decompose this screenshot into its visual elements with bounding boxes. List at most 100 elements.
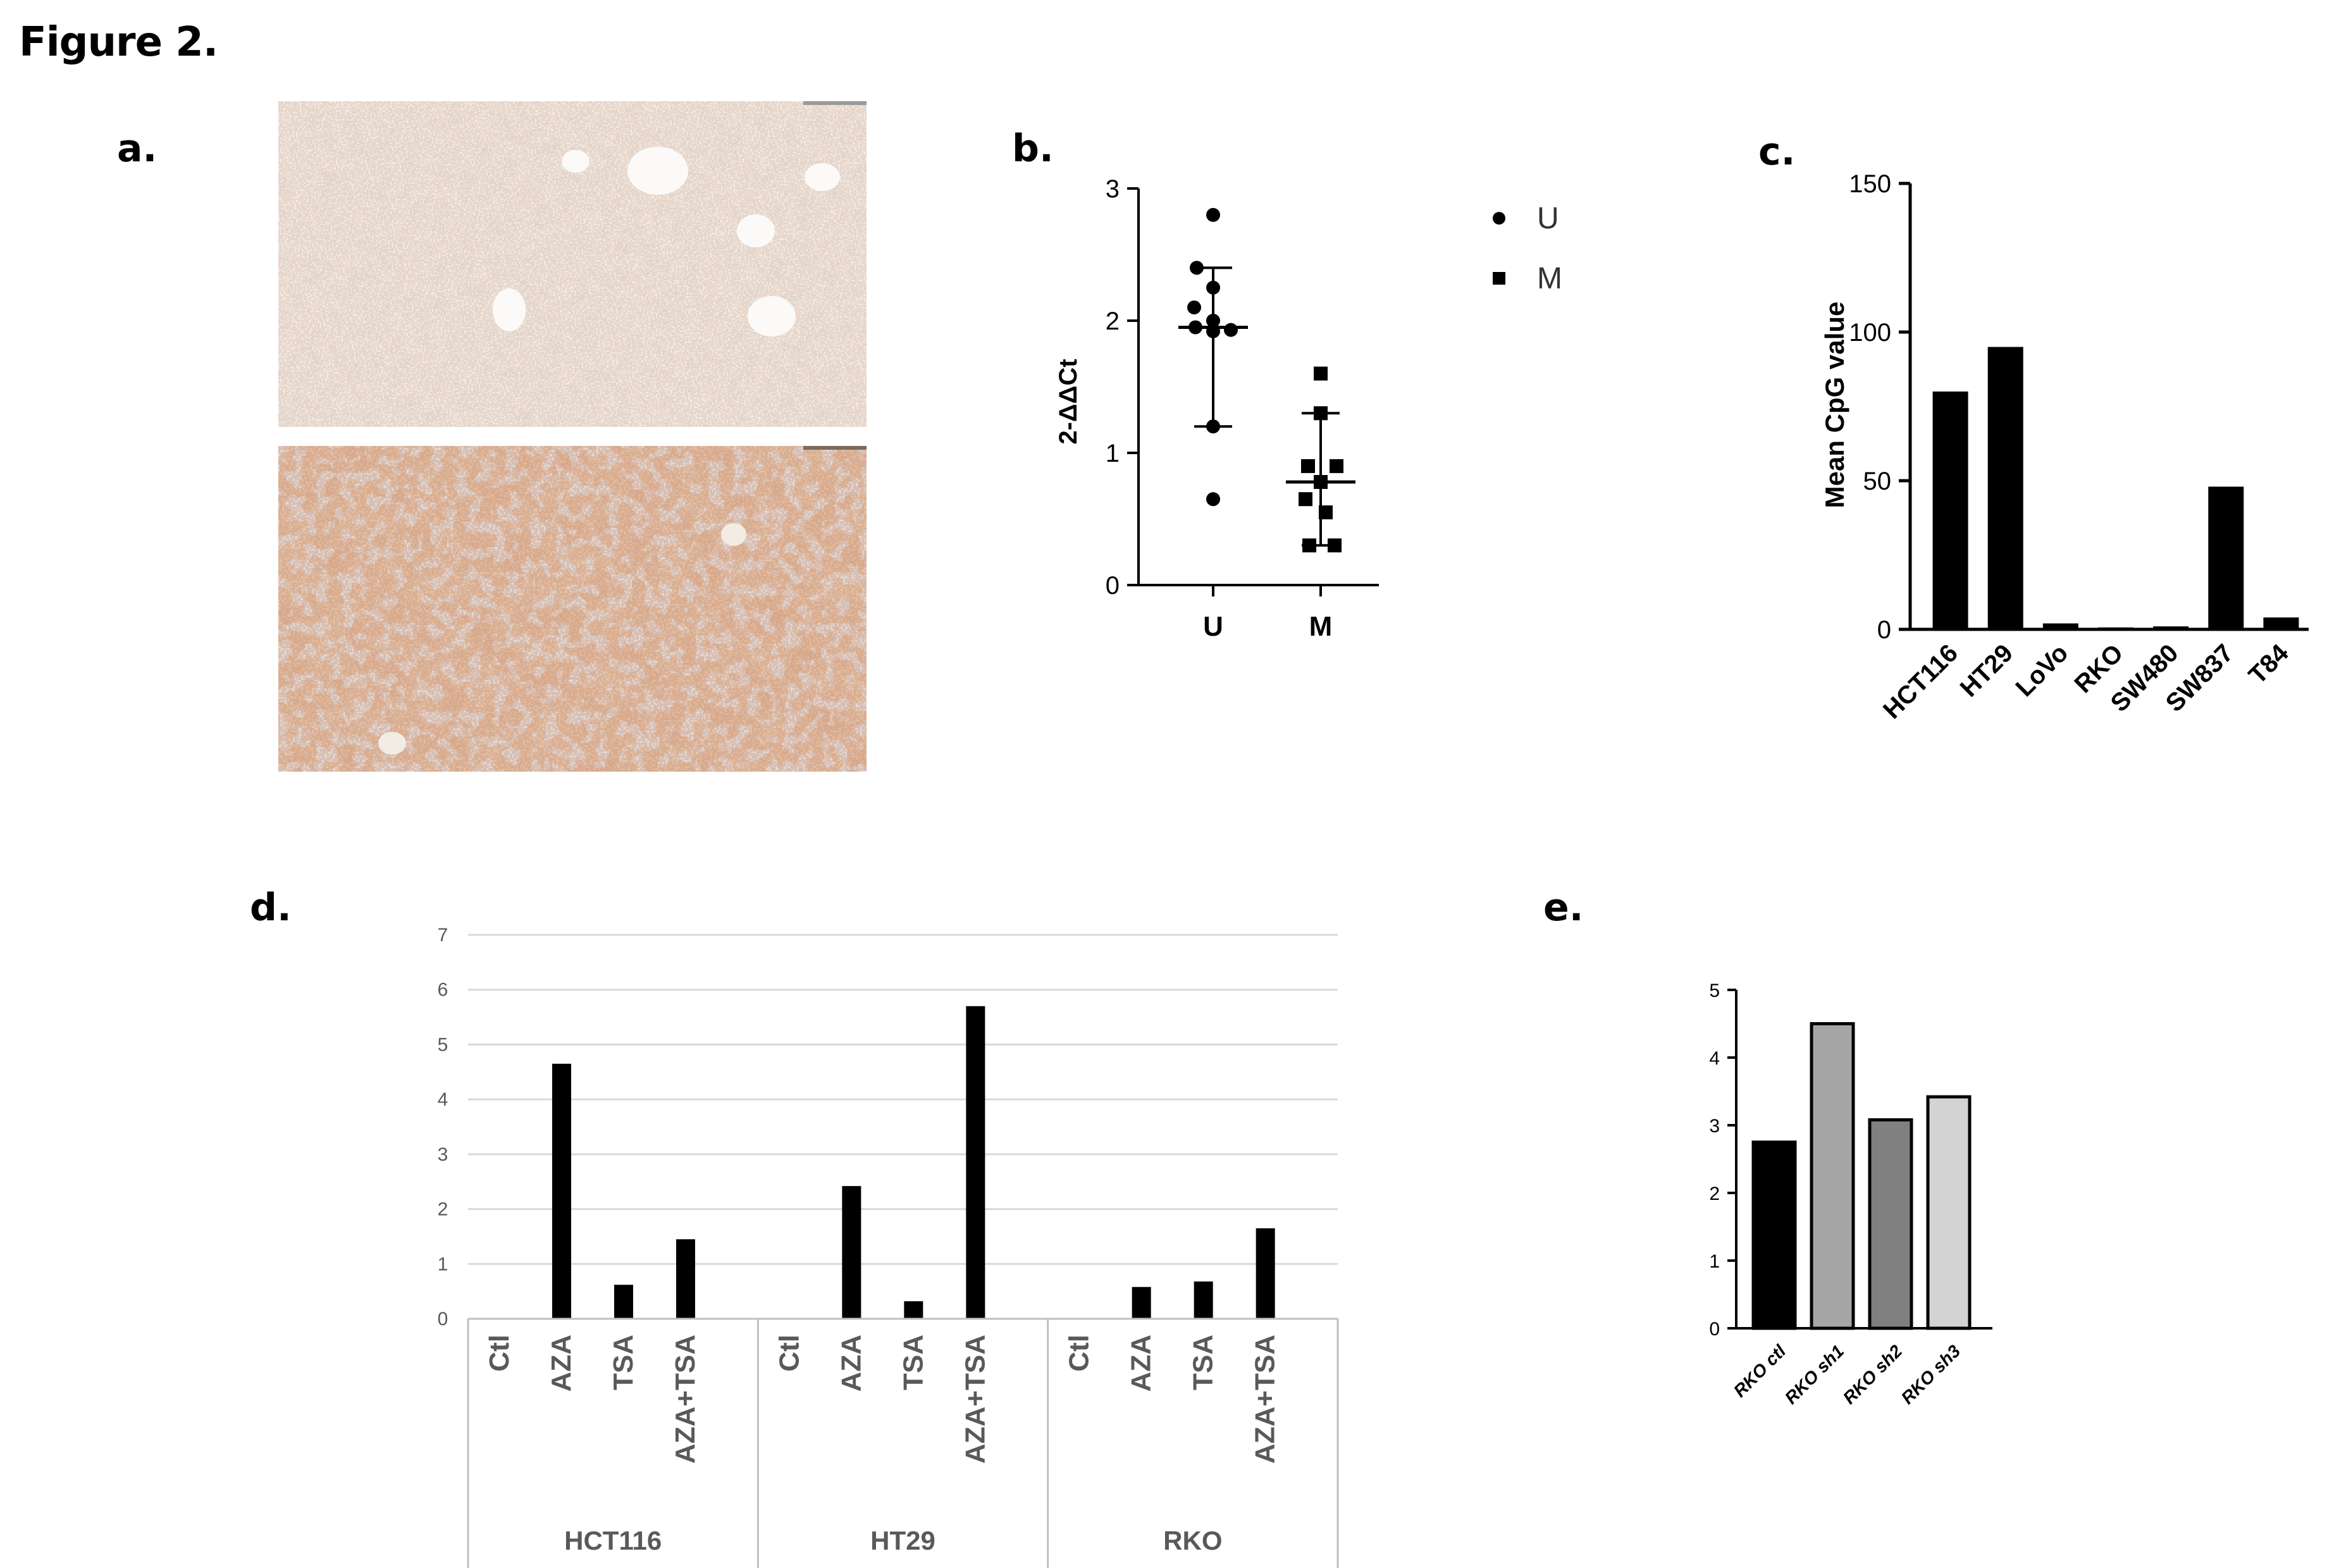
- chart-d-xtick-label: Ctl: [1064, 1335, 1095, 1372]
- chart-c-xtick-label: HCT116: [1878, 639, 1963, 724]
- chart-d-bar-RKO-TSA: [1194, 1281, 1213, 1319]
- chart-d-xtick-label: Ctl: [774, 1335, 805, 1372]
- chart-d-bar-RKO-AZA: [1132, 1287, 1151, 1319]
- chart-d-xtick-label: TSA: [608, 1335, 639, 1390]
- chart-d-bar-HCT116-AZA: [552, 1063, 571, 1319]
- chart-e-ytick-label: 5: [1709, 980, 1720, 1001]
- chart-c-bar-SW480: [2153, 626, 2189, 629]
- chart-b-point-M: [1314, 406, 1328, 421]
- chart-d-ytick-label: 2: [438, 1199, 448, 1220]
- chart-b-point-U: [1206, 207, 1220, 222]
- chart-b-ytick-label: 1: [1106, 440, 1120, 467]
- chart-d-xtick-label: AZA+TSA: [960, 1335, 991, 1464]
- panel-label-e: e.: [1543, 886, 1584, 930]
- chart-b-ytick-label: 0: [1106, 572, 1120, 600]
- chart-d-bar-HCT116-AZA+TSA: [676, 1239, 695, 1319]
- chart-b-ytick-label: 3: [1106, 175, 1120, 203]
- chart-d-xtick-label: AZA: [546, 1335, 577, 1392]
- chart-b-point-M: [1299, 492, 1312, 507]
- chart-d-xtick-label: TSA: [898, 1335, 929, 1390]
- chart-d-xtick-label: AZA: [836, 1335, 867, 1392]
- chart-b-point-U: [1206, 419, 1220, 434]
- chart-b-point-M: [1314, 366, 1328, 381]
- chart-e-bar-1: [1810, 1022, 1855, 1330]
- chart-d-ytick-label: 7: [438, 925, 448, 946]
- chart-b-xtick-label: U: [1203, 611, 1223, 642]
- micrograph-low-svg: [278, 101, 867, 427]
- chart-e-ytick-label: 1: [1709, 1251, 1720, 1272]
- panel-label-c: c.: [1758, 130, 1796, 174]
- chart-b-point-U: [1206, 314, 1220, 328]
- chart-d-xtick-label: AZA+TSA: [1250, 1335, 1281, 1464]
- panel-label-a: a.: [117, 127, 157, 171]
- chart-d-ytick-label: 5: [438, 1034, 448, 1055]
- chart-b-legend: UM: [1493, 202, 1562, 295]
- micrograph-low-staining: [278, 101, 867, 427]
- chart-d-bar-HT29-AZA: [842, 1186, 861, 1319]
- chart-b-point-U: [1206, 280, 1220, 295]
- chart-c-ytick-label: 0: [1877, 616, 1891, 644]
- chart-b-xtick-label: M: [1309, 611, 1333, 642]
- chart-b-points: [1178, 207, 1355, 553]
- chart-d-ytick-label: 4: [438, 1089, 448, 1110]
- chart-b-legend-marker-M: [1493, 272, 1505, 285]
- chart-b-point-U: [1187, 300, 1201, 315]
- chart-b-point-M: [1330, 459, 1343, 473]
- chart-c-xtick-label: HT29: [1955, 639, 2018, 702]
- chart-b-ylabel: 2-ΔΔCt: [1054, 359, 1082, 444]
- chart-e-ytick-label: 0: [1709, 1319, 1720, 1340]
- chart-d-group-label: HT29: [870, 1526, 935, 1555]
- panel-label-b: b.: [1012, 127, 1054, 171]
- chart-d-xtick-label: AZA+TSA: [670, 1335, 701, 1464]
- micrograph-high-staining: [278, 446, 867, 772]
- chart-b-axes: 0 1 2 3 U M: [1106, 175, 1379, 642]
- chart-c-bar-SW837: [2208, 486, 2244, 629]
- chart-e-bar-3: [1926, 1095, 1972, 1330]
- chart-e-xtick-label: RKO sh3: [1898, 1341, 1965, 1408]
- chart-e-xtick-label: RKO sh2: [1839, 1341, 1906, 1408]
- chart-b-point-U: [1206, 492, 1220, 507]
- chart-d-ytick-label: 0: [438, 1309, 448, 1330]
- chart-d-ytick-label: 1: [438, 1254, 448, 1275]
- chart-c-bar-HCT116: [1932, 392, 1968, 629]
- chart-d-bar-HCT116-TSA: [614, 1285, 633, 1319]
- chart-d-group-label: RKO: [1163, 1526, 1222, 1555]
- chart-b-point-M: [1301, 459, 1315, 473]
- chart-d-xtick-label: AZA: [1126, 1335, 1157, 1392]
- chart-c-xtick-label: LoVo: [2011, 639, 2074, 702]
- chart-e-ytick-label: 2: [1709, 1183, 1720, 1204]
- chart-c-ytick-label: 100: [1849, 319, 1891, 347]
- chart-c-bar-T84: [2263, 617, 2299, 629]
- chart-b-point-U: [1188, 320, 1202, 335]
- chart-e-ytick-label: 3: [1709, 1116, 1720, 1137]
- panel-label-d: d.: [250, 886, 292, 930]
- chart-d-xtick-label: Ctl: [484, 1335, 515, 1372]
- chart-c-xtick-label: T84: [2244, 639, 2294, 689]
- chart-d-ytick-label: 3: [438, 1144, 448, 1165]
- chart-c-bar-LoVo: [2042, 623, 2078, 629]
- chart-d-bar-RKO-AZA+TSA: [1256, 1228, 1275, 1319]
- chart-c: Mean CpG value 0 50 100 150 HCT116HT29LoVoR…: [1820, 170, 2309, 724]
- chart-e-xtick-label: RKO sh1: [1781, 1341, 1848, 1408]
- chart-b-legend-label: U: [1537, 202, 1559, 235]
- chart-b-point-U: [1190, 261, 1204, 275]
- chart-b-legend-label: M: [1537, 262, 1562, 295]
- chart-c-bar-RKO: [2098, 627, 2133, 629]
- chart-d-axes: 0 1 2 3 4 5 6 7 Ctl AZA TSA AZA+TSA HCT116 Ctl AZA TSA A…: [438, 925, 1339, 1568]
- chart-b-point-M: [1314, 474, 1328, 489]
- chart-d-ytick-label: 6: [438, 980, 448, 1001]
- chart-c-bar-HT29: [1987, 347, 2023, 629]
- chart-e-bars: [1751, 1022, 1972, 1330]
- chart-c-ytick-label: 50: [1863, 467, 1892, 495]
- chart-e-ytick-label: 4: [1709, 1048, 1720, 1069]
- chart-e-bar-0: [1751, 1140, 1797, 1330]
- chart-e-bar-2: [1868, 1118, 1913, 1330]
- chart-d-bar-HT29-TSA: [904, 1301, 923, 1319]
- chart-b-legend-marker-U: [1493, 212, 1505, 225]
- micrograph-high-svg: [278, 446, 867, 772]
- chart-d: 0 1 2 3 4 5 6 7 Ctl AZA TSA AZA+TSA HCT116 Ctl AZA TSA A…: [438, 925, 1339, 1568]
- chart-d-xtick-label: TSA: [1188, 1335, 1219, 1390]
